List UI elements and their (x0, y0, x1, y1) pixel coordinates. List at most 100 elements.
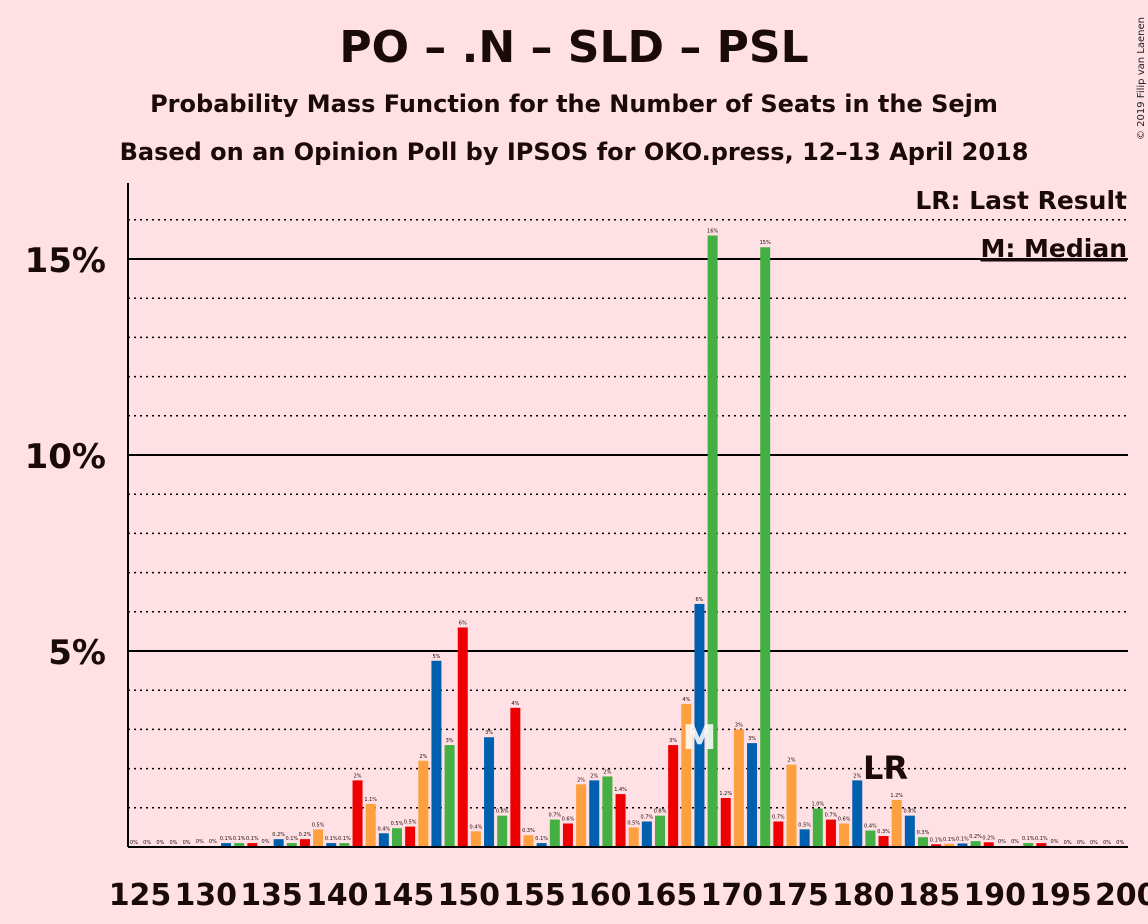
bar-seat-176 (799, 829, 810, 847)
bar-seat-178 (825, 819, 836, 847)
bar-label-seat-162: 1.4% (614, 787, 627, 793)
bar-label-seat-184: 0.8% (903, 809, 916, 815)
bar-label-seat-175: 2% (788, 758, 796, 764)
bar-label-seat-154: 4% (511, 701, 519, 707)
bar-seat-172 (747, 743, 758, 847)
bar-seat-140 (326, 843, 337, 847)
bar-seat-174 (773, 821, 784, 847)
chart-subtitle: Probability Mass Function for the Number… (150, 90, 998, 118)
x-tick-label: 150 (437, 878, 500, 913)
bar-label-seat-143: 1.1% (364, 797, 377, 803)
bar-seat-190 (983, 842, 994, 847)
bar-seat-182 (878, 836, 889, 847)
bar-seat-146 (405, 826, 416, 847)
bar-label-seat-179: 0.6% (838, 816, 851, 822)
bar-label-seat-198: 0% (1090, 840, 1098, 846)
bar-label-seat-197: 0% (1077, 840, 1085, 846)
legend-last-result: LR: Last Result (915, 186, 1127, 215)
x-tick-label: 190 (963, 878, 1026, 913)
bar-label-seat-126: 0% (143, 840, 151, 846)
bar-label-seat-185: 0.3% (917, 830, 930, 836)
bar-seat-173 (760, 247, 771, 848)
x-tick-label: 200 (1095, 878, 1148, 913)
bar-seat-137 (286, 843, 297, 847)
bar-label-seat-180: 2% (853, 773, 861, 779)
bar-label-seat-182: 0.3% (877, 829, 890, 835)
bar-label-seat-199: 0% (1103, 840, 1111, 846)
bar-label-seat-141: 0.1% (338, 836, 351, 842)
bar-seat-136 (273, 839, 284, 847)
bar-label-seat-193: 0.1% (1022, 836, 1035, 842)
bar-seat-158 (562, 823, 573, 847)
bar-label-seat-153: 0.8% (496, 809, 509, 815)
bar-label-seat-134: 0.1% (246, 836, 259, 842)
bar-label-seat-135: 0% (262, 839, 270, 845)
bar-seat-183 (891, 799, 902, 847)
bar-label-seat-167: 4% (682, 697, 690, 703)
x-tick-label: 140 (306, 878, 369, 913)
bar-label-seat-159: 2% (577, 777, 585, 783)
bar-label-seat-178: 0.7% (825, 813, 838, 819)
bar-seat-187 (944, 843, 955, 847)
bar-label-seat-172: 3% (748, 736, 756, 742)
bar-seat-138 (299, 839, 310, 847)
bar-label-seat-186: 0.1% (930, 837, 943, 843)
bar-seat-189 (970, 841, 981, 847)
bar-label-seat-136: 0.2% (272, 832, 285, 838)
bar-seat-150 (457, 627, 468, 847)
bar-seat-157 (549, 819, 560, 847)
bar-seat-148 (431, 660, 442, 847)
bar-seat-160 (589, 780, 600, 847)
bar-seat-177 (812, 808, 823, 847)
bar-label-seat-183: 1.2% (890, 793, 903, 799)
bar-label-seat-200: 0% (1116, 840, 1124, 846)
bar-label-seat-142: 2% (354, 773, 362, 779)
bar-label-seat-176: 0.5% (798, 822, 811, 828)
bar-seat-153 (497, 815, 508, 847)
bar-seat-161 (602, 776, 613, 847)
bar-label-seat-170: 1.2% (719, 791, 732, 797)
bar-label-seat-140: 0.1% (325, 836, 338, 842)
bar-label-seat-139: 0.5% (312, 822, 325, 828)
y-tick-label: 5% (48, 633, 106, 673)
bar-seat-171 (733, 729, 744, 847)
median-marker: M (683, 718, 717, 758)
bar-label-seat-155: 0.3% (522, 828, 535, 834)
bar-seat-163 (628, 827, 639, 847)
bar-seat-142 (352, 780, 363, 847)
bar-seat-181 (865, 830, 876, 847)
bar-label-seat-173: 15% (760, 240, 771, 246)
bar-seat-159 (576, 784, 587, 847)
bar-label-seat-166: 3% (669, 738, 677, 744)
bar-seat-156 (536, 843, 547, 847)
bar-label-seat-188: 0.1% (956, 836, 969, 842)
bar-seat-170 (720, 798, 731, 847)
bar-seat-168 (694, 603, 705, 847)
bar-seat-134 (247, 843, 258, 847)
bar-label-seat-151: 0.4% (470, 824, 483, 830)
bar-value-labels: 0% 0% 0% 0% 0% 0% 0%0.1% 0.1% 0.1%0%0.2%0.1%0.2%… (130, 228, 1124, 846)
bar-seat-180 (852, 780, 863, 847)
x-tick-label: 160 (569, 878, 632, 913)
bar-label-seat-133: 0.1% (233, 836, 246, 842)
bar-label-seat-192: 0% (1011, 839, 1019, 845)
bar-label-seat-191: 0% (998, 839, 1006, 845)
bar-label-seat-165: 0.8% (654, 809, 667, 815)
bar-seat-188 (957, 843, 968, 847)
bar-seat-167 (681, 703, 692, 847)
x-tick-label: 165 (635, 878, 698, 913)
bar-label-seat-157: 0.7% (548, 813, 561, 819)
bar-seat-175 (786, 764, 797, 847)
gridlines (128, 219, 1128, 809)
bar-seat-152 (484, 737, 495, 847)
y-tick-labels: 5% 10% 15% (25, 241, 106, 673)
bar-seat-151 (470, 831, 481, 847)
bar-label-seat-147: 2% (419, 754, 427, 760)
bar-label-seat-174: 0.7% (772, 815, 785, 821)
bar-label-seat-149: 3% (446, 738, 454, 744)
chart-subtitle-poll: Based on an Opinion Poll by IPSOS for OK… (119, 138, 1029, 166)
bar-label-seat-127: 0% (156, 840, 164, 846)
bar-seat-133 (234, 843, 245, 847)
x-tick-label: 185 (898, 878, 961, 913)
